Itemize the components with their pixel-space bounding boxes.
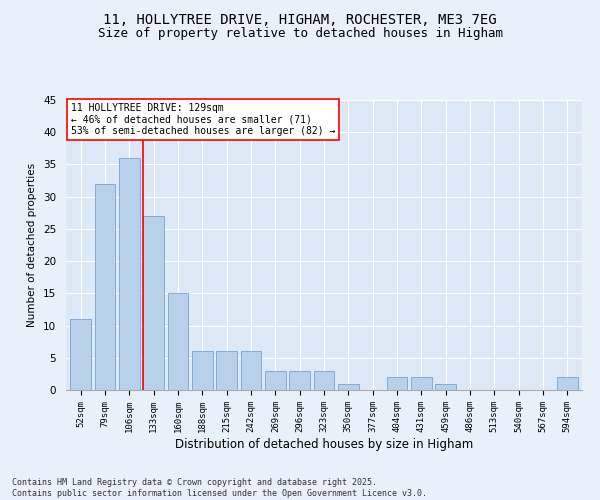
Bar: [216, 352, 237, 390]
Bar: [70, 319, 91, 390]
Bar: [192, 352, 212, 390]
Bar: [386, 377, 407, 390]
Bar: [95, 184, 115, 390]
Bar: [119, 158, 140, 390]
X-axis label: Distribution of detached houses by size in Higham: Distribution of detached houses by size …: [175, 438, 473, 450]
Text: Size of property relative to detached houses in Higham: Size of property relative to detached ho…: [97, 28, 503, 40]
Bar: [436, 384, 456, 390]
Bar: [314, 370, 334, 390]
Text: Contains HM Land Registry data © Crown copyright and database right 2025.
Contai: Contains HM Land Registry data © Crown c…: [12, 478, 427, 498]
Bar: [557, 377, 578, 390]
Bar: [338, 384, 359, 390]
Bar: [167, 294, 188, 390]
Text: 11 HOLLYTREE DRIVE: 129sqm
← 46% of detached houses are smaller (71)
53% of semi: 11 HOLLYTREE DRIVE: 129sqm ← 46% of deta…: [71, 103, 335, 136]
Text: 11, HOLLYTREE DRIVE, HIGHAM, ROCHESTER, ME3 7EG: 11, HOLLYTREE DRIVE, HIGHAM, ROCHESTER, …: [103, 12, 497, 26]
Y-axis label: Number of detached properties: Number of detached properties: [28, 163, 37, 327]
Bar: [265, 370, 286, 390]
Bar: [411, 377, 432, 390]
Bar: [289, 370, 310, 390]
Bar: [143, 216, 164, 390]
Bar: [241, 352, 262, 390]
